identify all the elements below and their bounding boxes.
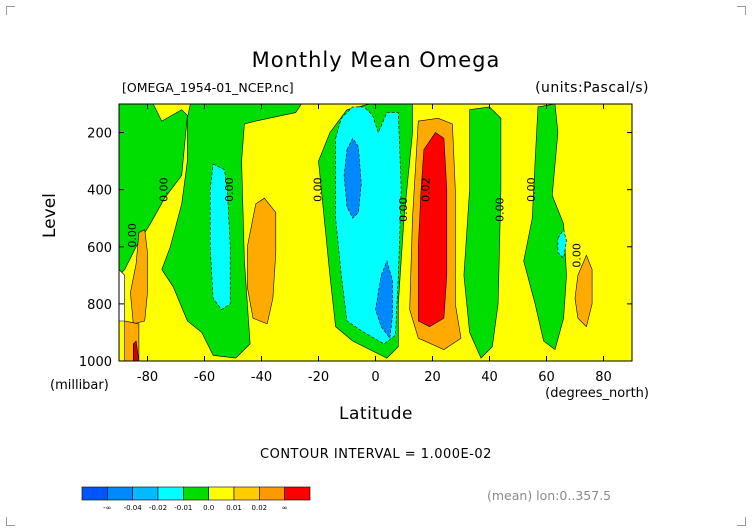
x-tick-label-8: 80	[595, 370, 612, 385]
contour-region-1	[119, 104, 188, 276]
contour-region-9	[343, 137, 362, 219]
units-label: (units:Pascal/s)	[535, 80, 649, 96]
contour-label-2: 0.00	[223, 177, 236, 202]
crop-mark-top-left	[6, 6, 15, 15]
x-tick-label-4: 0	[371, 370, 379, 385]
colorbar-swatch-3	[157, 486, 184, 501]
x-tick-label-6: 40	[481, 370, 498, 385]
y-tick-label-2: 600	[87, 241, 112, 256]
contour-label-5: 0.02	[420, 177, 433, 202]
x-tick-label-1: -60	[194, 370, 215, 385]
colorbar-label-7: ∞	[282, 504, 288, 512]
crop-mark-top-right	[737, 6, 746, 15]
colorbar-swatch-1	[107, 486, 133, 501]
x-tick-label-5: 20	[424, 370, 441, 385]
colorbar-label-3: -0.01	[174, 504, 192, 512]
y-tick-label-4: 1000	[79, 355, 112, 370]
x-tick-label-2: -40	[251, 370, 272, 385]
contour-region-18	[119, 269, 125, 322]
colorbar-label-2: -0.02	[149, 504, 167, 512]
colorbar-swatch-5	[208, 486, 235, 501]
contour-label-4: 0.00	[397, 197, 410, 222]
averaging-text: (mean) lon:0..357.5	[487, 488, 612, 503]
x-tick-label-7: 60	[538, 370, 555, 385]
contour-region-16	[417, 132, 448, 328]
contour-regions	[119, 104, 632, 361]
x-tick-label-3: -20	[308, 370, 329, 385]
contour-label-8: 0.00	[571, 243, 584, 268]
y-tick-label-0: 200	[87, 127, 112, 142]
contour-interval-text: CONTOUR INTERVAL = 1.000E-02	[260, 447, 492, 462]
contour-region-11	[247, 197, 277, 325]
colorbar-label-6: 0.02	[252, 504, 268, 512]
contour-label-3: 0.00	[311, 177, 324, 202]
colorbar-swatch-7	[259, 486, 285, 501]
y-tick-label-3: 800	[87, 298, 112, 313]
contour-region-8	[557, 228, 567, 259]
contour-region-15	[574, 254, 593, 328]
y-axis-unit: (millibar)	[50, 378, 109, 393]
contour-region-5	[523, 104, 567, 351]
contour-region-10	[375, 260, 393, 339]
colorbar-swatch-8	[284, 486, 311, 501]
contour-region-17	[133, 340, 140, 361]
chart-title: Monthly Mean Omega	[251, 48, 501, 72]
x-axis-label: Latitude	[339, 404, 413, 424]
file-label: [OMEGA_1954-01_NCEP.nc]	[122, 80, 294, 95]
colorbar-swatch-0	[81, 486, 108, 501]
colorbar-swatch-4	[183, 486, 209, 501]
colorbar-label-1: -0.04	[124, 504, 143, 512]
contour-label-0: 0.00	[126, 223, 139, 248]
contour-region-4	[463, 106, 502, 359]
colorbar-label-5: 0.01	[226, 504, 242, 512]
contour-label-6: 0.00	[494, 197, 507, 222]
colorbar-swatch-2	[132, 486, 159, 501]
x-axis-unit: (degrees_north)	[545, 386, 649, 401]
colorbar-label-4: 0.0	[203, 504, 214, 512]
contour-label-7: 0.00	[525, 177, 538, 202]
crop-mark-bottom-left	[6, 517, 15, 526]
contour-region-13	[130, 229, 148, 325]
crop-mark-bottom-right	[737, 517, 746, 526]
contour-region-2	[161, 104, 302, 359]
contour-label-1: 0.00	[157, 177, 170, 202]
contour-region-6	[209, 163, 231, 311]
colorbar-label-0: -∞	[103, 504, 111, 512]
x-tick-label-0: -80	[137, 370, 158, 385]
y-tick-label-1: 400	[87, 184, 112, 199]
colorbar-swatch-6	[233, 486, 260, 501]
